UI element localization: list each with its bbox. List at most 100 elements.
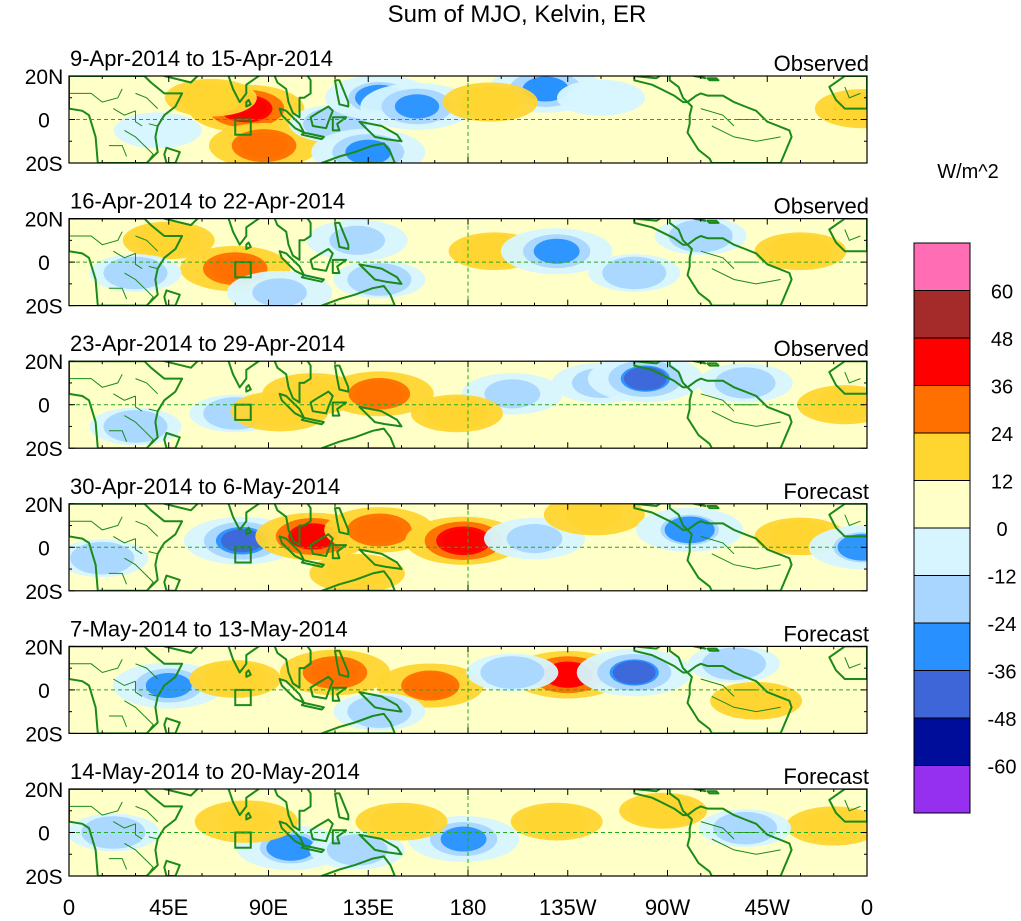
- country-border: [135, 378, 159, 395]
- country-border: [144, 145, 154, 163]
- map-panel: 20N 0 20S 30-Apr-2014 to 6-May-2014 Forecast: [25, 474, 869, 604]
- lat-label: 0: [38, 823, 50, 846]
- coastline: [331, 544, 348, 560]
- lon-label: 45E: [149, 895, 188, 920]
- panel-stack: 20N 0 20S 9-Apr-2014 to 15-Apr-2014 Observed…: [25, 46, 869, 889]
- colorbar: W/m^2 60 48 36 24 12 0 -12 -24 -36 -48 -60: [913, 161, 1017, 814]
- colorbar-tick-label: 0: [996, 519, 1007, 541]
- lat-label: 20N: [25, 351, 64, 374]
- coastline: [300, 131, 325, 141]
- coastline: [163, 859, 181, 876]
- country-border: [144, 715, 154, 734]
- coastline: [633, 76, 793, 163]
- country-border: [144, 287, 154, 306]
- anomaly-contour: [103, 256, 168, 290]
- coastline: [331, 116, 348, 132]
- lon-label: 90W: [645, 895, 690, 920]
- colorbar-swatch: [913, 242, 971, 291]
- country-border: [144, 430, 154, 449]
- lat-label: 20N: [25, 209, 64, 232]
- anomaly-contour: [524, 805, 589, 838]
- coastline: [163, 361, 199, 369]
- anomaly-field: [113, 76, 867, 163]
- colorbar-tick-label: -36: [988, 662, 1017, 684]
- colorbar-swatch: [913, 765, 971, 814]
- country-border: [148, 265, 158, 270]
- coastline: [690, 76, 707, 80]
- country-border: [700, 678, 735, 697]
- lat-label: 20N: [25, 66, 64, 89]
- coastline: [334, 649, 350, 678]
- country-border: [144, 858, 154, 876]
- lon-label: 180: [450, 895, 487, 920]
- lat-label: 20N: [25, 494, 64, 517]
- country-border: [844, 86, 861, 99]
- lat-label: 20S: [25, 723, 62, 746]
- coastline: [690, 789, 707, 793]
- country-border: [148, 693, 158, 697]
- coastline: [309, 390, 334, 415]
- anomaly-contour: [178, 81, 243, 115]
- coastline: [245, 811, 252, 821]
- coastline: [300, 274, 325, 283]
- coastline: [358, 691, 403, 713]
- lat-label: 0: [38, 680, 50, 703]
- anomaly-contour: [203, 662, 268, 696]
- anomaly-contour: [713, 811, 778, 845]
- country-border: [124, 557, 145, 574]
- anomaly-contour: [355, 517, 403, 543]
- country-border: [113, 535, 136, 544]
- country-border: [711, 838, 781, 855]
- colorbar-tick-label: 24: [991, 424, 1013, 446]
- colorbar-swatch: [913, 670, 971, 719]
- lat-label: 20S: [25, 581, 62, 604]
- region-box: [234, 831, 252, 849]
- coastline: [163, 146, 181, 163]
- coastline: [320, 142, 396, 163]
- country-border: [700, 250, 735, 269]
- coastline: [163, 646, 199, 654]
- country-border: [700, 393, 735, 412]
- country-border: [700, 108, 735, 127]
- lat-label: 20S: [25, 438, 62, 461]
- colorbar-swatch: [913, 527, 971, 576]
- coastline: [226, 646, 312, 689]
- country-border: [844, 371, 861, 384]
- coastline: [706, 77, 720, 82]
- country-border: [108, 145, 128, 157]
- lon-label: 0: [861, 895, 873, 920]
- country-border: [108, 858, 128, 870]
- coastline: [226, 76, 312, 119]
- coastline: [320, 570, 396, 591]
- country-border: [113, 108, 136, 116]
- anomaly-contour: [533, 238, 580, 264]
- anomaly-contour: [803, 810, 865, 842]
- country-border: [135, 538, 143, 555]
- country-border: [148, 551, 158, 555]
- map-panel: 20N 0 20S 16-Apr-2014 to 22-Apr-2014 Observe…: [25, 189, 869, 319]
- lon-label: 0: [63, 895, 75, 920]
- coastline: [69, 76, 184, 163]
- anomaly-contour: [369, 805, 434, 838]
- country-border: [124, 129, 145, 146]
- coastline: [245, 526, 252, 536]
- country-border: [844, 514, 861, 527]
- country-border: [135, 110, 143, 127]
- country-border: [144, 573, 154, 591]
- coastlines: [69, 361, 867, 449]
- coastline: [706, 790, 720, 795]
- coastline: [309, 675, 334, 700]
- country-border: [113, 250, 136, 259]
- country-border: [108, 572, 128, 585]
- coastline: [320, 285, 396, 306]
- anomaly-contour: [219, 807, 274, 836]
- lon-label: 90E: [249, 895, 288, 920]
- coastline: [69, 789, 184, 876]
- coastline: [300, 559, 325, 568]
- country-border: [711, 553, 781, 570]
- anomaly-contour: [702, 647, 766, 681]
- colorbar-tick-label: 12: [991, 472, 1013, 494]
- colorbar-swatch: [913, 385, 971, 434]
- coastline: [300, 844, 325, 854]
